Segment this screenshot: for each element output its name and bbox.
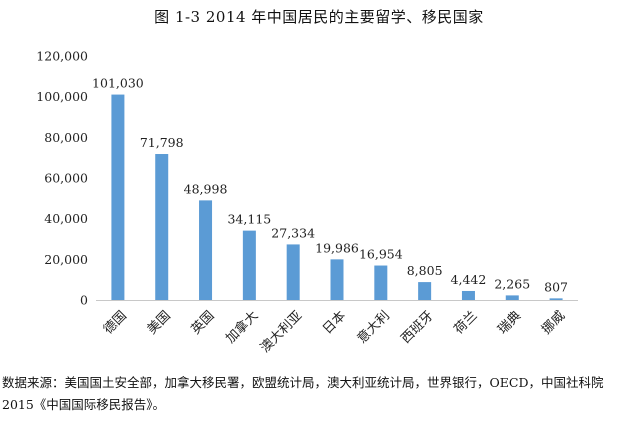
x-tick-label: 德国 [101,308,130,337]
bar [111,94,125,301]
y-tick-label: 100,000 [36,89,88,104]
bar-value-label: 48,998 [184,181,228,196]
bar-chart: 020,00040,00060,00080,000100,000120,000 … [36,49,578,356]
x-tick-label: 意大利 [354,308,393,347]
bar [374,265,388,300]
y-tick-label: 40,000 [44,211,88,226]
bar-value-label: 34,115 [227,212,271,227]
bar [242,230,256,300]
bar [418,282,432,300]
bar-value-label: 71,798 [140,135,184,150]
x-tick-label: 挪威 [539,308,568,337]
bar [155,154,169,300]
chart-title: 图 1-3 2014 年中国居民的主要留学、移民国家 [154,8,484,26]
bar-value-label: 807 [544,279,568,294]
bar-value-label: 2,265 [494,276,530,291]
bar-value-label: 27,334 [271,225,315,240]
bar-value-label: 4,442 [451,272,487,287]
bar-value-label: 19,986 [315,240,359,255]
x-tick-label: 加拿大 [223,308,262,347]
bar [505,295,519,300]
y-tick-label: 60,000 [44,171,88,186]
x-tick-label: 日本 [320,308,349,337]
bar-value-label: 16,954 [359,247,403,262]
bar [461,290,475,300]
bar [286,244,300,300]
y-tick-label: 0 [80,293,88,308]
bar [330,259,344,300]
x-tick-label: 澳大利亚 [257,308,305,356]
y-axis-ticks: 0 20,000 40,000 60,000 80,000 100,000 120,000 [36,49,88,308]
bar [199,200,213,300]
bars-group [111,94,563,301]
y-tick-label: 20,000 [44,252,88,267]
x-tick-label: 英国 [189,308,218,337]
bar-value-label: 8,805 [407,263,443,278]
x-tick-label: 荷兰 [452,308,481,337]
bar-value-label: 101,030 [92,76,144,91]
x-tick-label: 西班牙 [398,308,436,346]
x-tick-label: 瑞典 [495,308,524,337]
x-tick-label: 美国 [145,308,174,337]
y-tick-label: 120,000 [36,49,88,64]
y-tick-label: 80,000 [44,130,88,145]
bar [549,298,563,300]
source-note: 数据来源：美国国土安全部，加拿大移民署，欧盟统计局，澳大利亚统计局，世界银行，O… [2,375,604,412]
